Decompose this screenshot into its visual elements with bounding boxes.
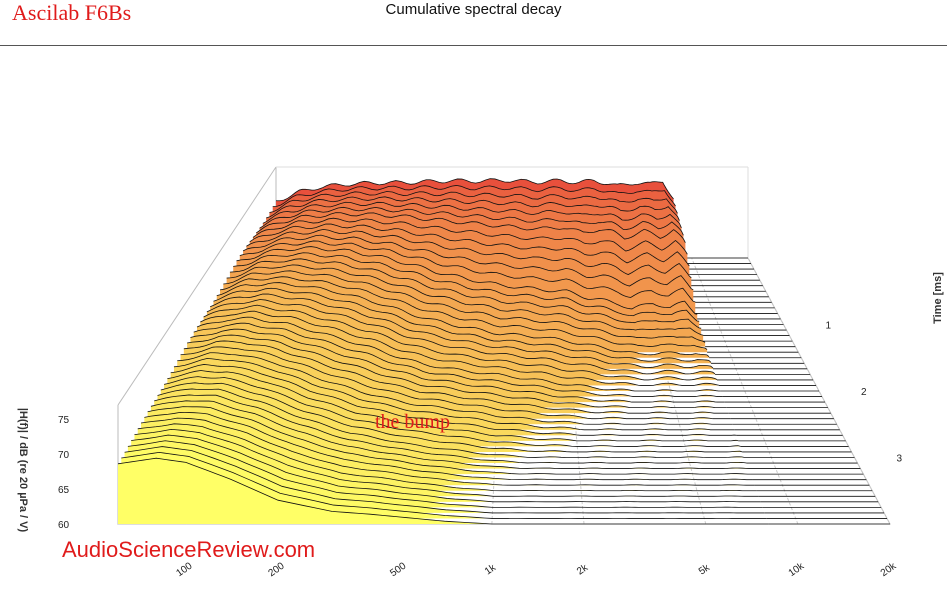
slice-line — [187, 334, 727, 409]
slice-line — [246, 229, 692, 279]
x-tick-label: 500 — [388, 560, 408, 579]
slice-line — [269, 191, 678, 214]
slice-line — [131, 434, 761, 503]
slice-line — [157, 388, 745, 458]
slice-line — [137, 423, 757, 492]
slice-line — [229, 258, 702, 329]
decay-slices — [117, 178, 890, 525]
slice-line — [183, 340, 729, 414]
slice-line — [219, 276, 708, 350]
slice-line — [160, 382, 743, 453]
bump-annotation: the bump — [375, 411, 450, 433]
slice-line — [117, 457, 769, 525]
watermark: AudioScienceReview.com — [62, 537, 316, 562]
z-tick-label: 2 — [861, 387, 867, 398]
slice-line — [163, 376, 741, 447]
y-tick-label: 60 — [58, 520, 70, 531]
slice-line — [177, 352, 733, 425]
slice-line — [256, 212, 686, 243]
slice-line — [124, 446, 765, 514]
slice-line — [147, 406, 751, 475]
z-axis-title: Time [ms] — [932, 272, 944, 324]
x-tick-label: 2k — [575, 562, 591, 578]
slice-line — [265, 196, 680, 221]
slice-line — [170, 364, 737, 436]
slice-line — [167, 370, 739, 442]
z-tick-label: 1 — [826, 321, 832, 332]
slice-fill — [118, 458, 769, 524]
x-tick-label: 10k — [787, 560, 807, 579]
y-tick-label: 75 — [58, 415, 70, 426]
x-tick-label: 1k — [483, 562, 499, 578]
x-tick-label: 20k — [879, 560, 899, 579]
slice-line — [216, 282, 710, 357]
slice-line — [173, 358, 735, 431]
brand-title: Ascilab F6Bs — [12, 0, 132, 25]
slice-line — [127, 440, 763, 508]
slice-line — [262, 201, 682, 229]
slice-line — [134, 429, 759, 497]
slice-line — [233, 252, 700, 322]
slice-line — [154, 394, 747, 464]
slice-line — [272, 185, 676, 208]
slice-line — [140, 417, 755, 486]
x-tick-label: 100 — [174, 560, 194, 579]
slice-line — [223, 270, 706, 343]
x-tick-label: 5k — [697, 562, 713, 578]
slice-line — [144, 411, 753, 481]
y-tick-label: 65 — [58, 485, 70, 496]
x-tick-label: 200 — [267, 560, 287, 579]
slice-line — [206, 299, 716, 375]
slice-line — [252, 217, 688, 255]
slice-line — [242, 234, 694, 291]
slice-line — [200, 310, 720, 386]
slice-line — [259, 206, 684, 236]
slice-line — [249, 223, 690, 267]
slice-line — [226, 264, 704, 336]
slice-line — [190, 328, 725, 403]
slice-line — [203, 304, 718, 381]
slice-line — [121, 451, 767, 519]
slice-line — [210, 293, 714, 369]
slice-line — [196, 316, 721, 392]
slice-line — [180, 346, 731, 420]
slice-line — [239, 240, 696, 303]
slice-line — [213, 287, 712, 363]
left-top-edge — [117, 166, 277, 406]
z-tick-label: 3 — [897, 454, 903, 465]
slice-line — [193, 322, 723, 397]
slice-line — [150, 400, 749, 469]
slice-line — [236, 246, 698, 315]
header-divider — [0, 45, 947, 46]
y-axis-title: |H(f)| / dB (re 20 µPa / V) — [17, 408, 29, 533]
chart-title: Cumulative spectral decay — [385, 1, 562, 18]
y-tick-label: 70 — [58, 450, 70, 461]
slice-line — [275, 178, 674, 202]
